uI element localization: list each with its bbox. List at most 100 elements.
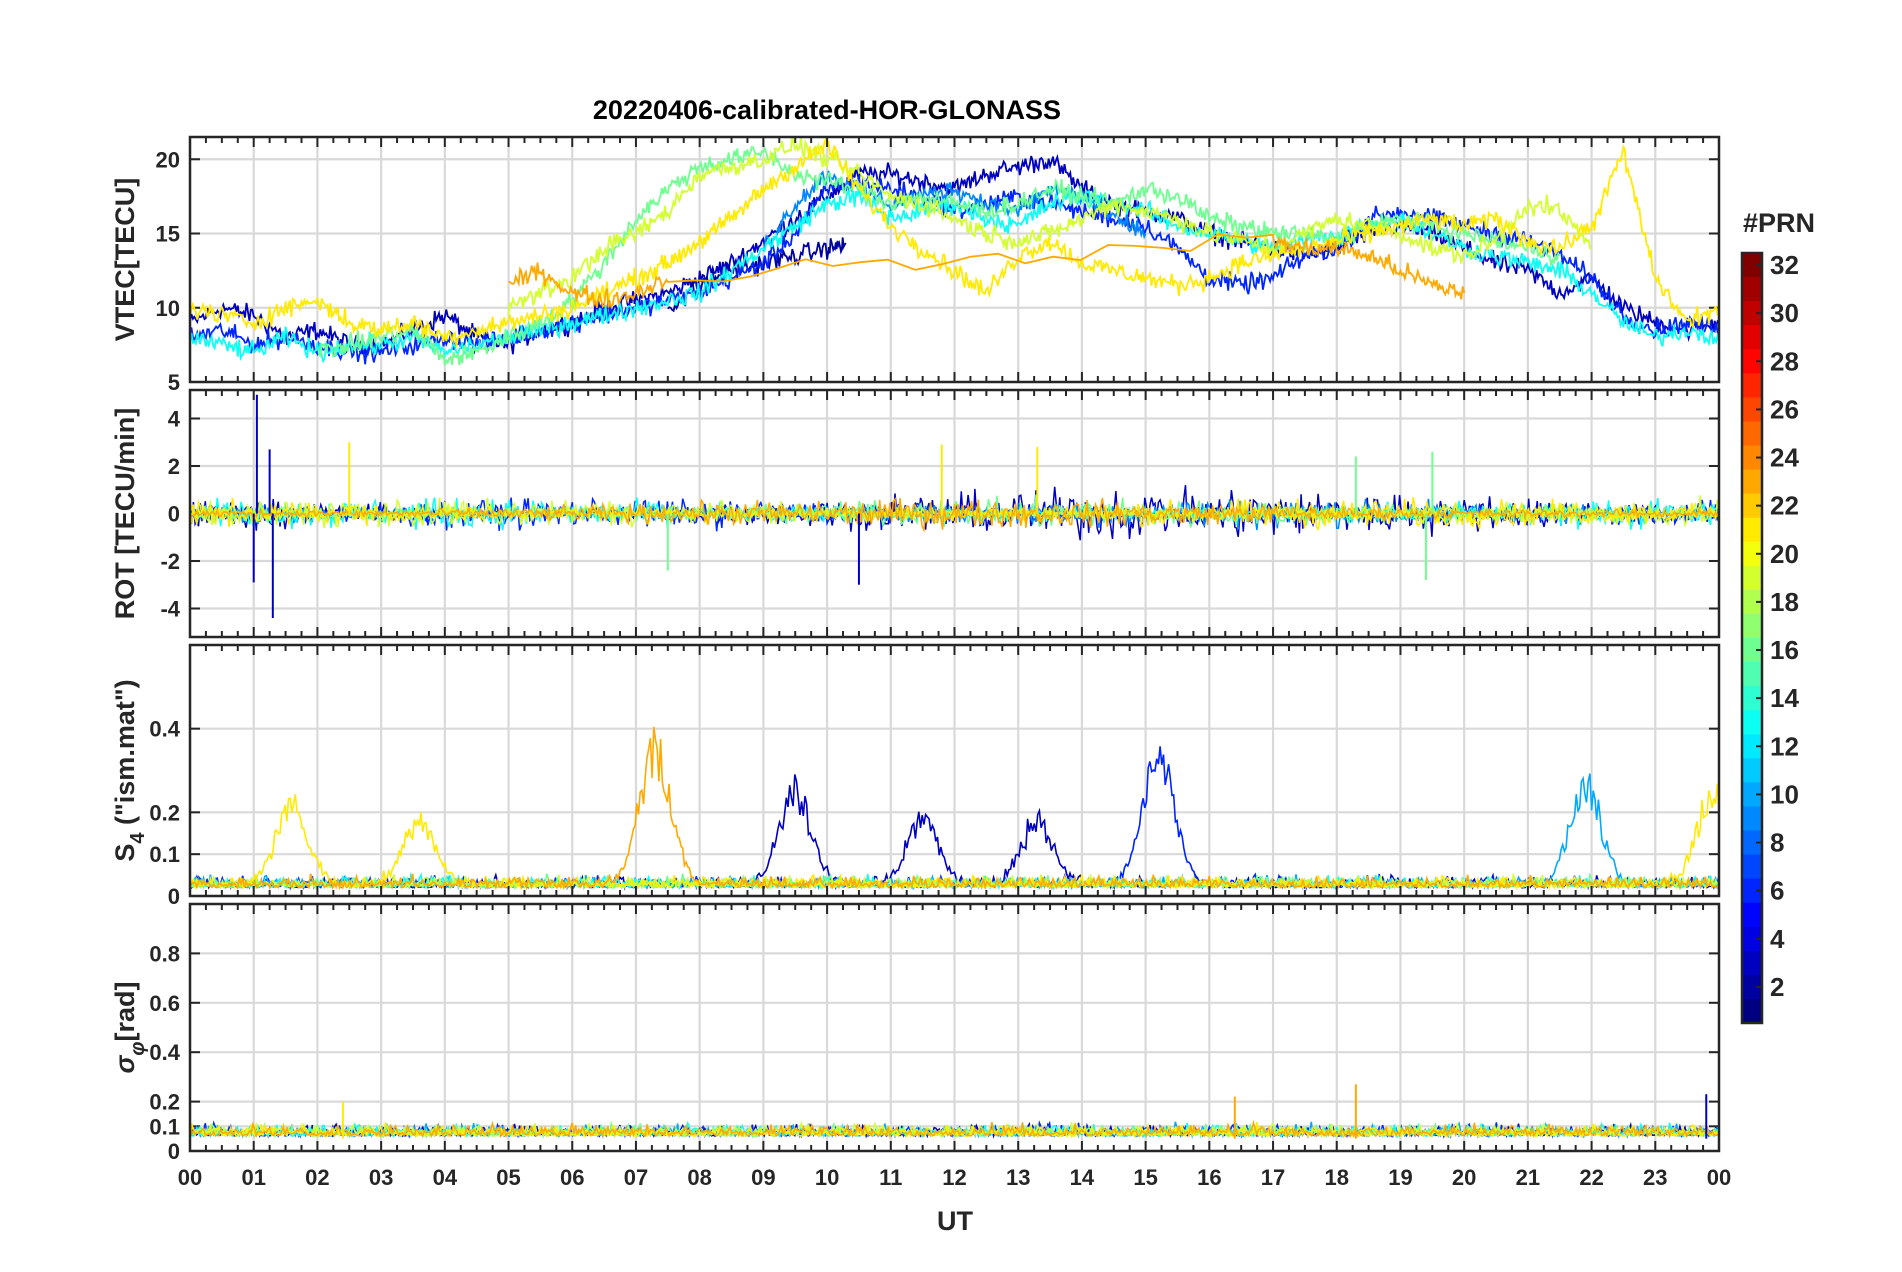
axes-frame (188, 135, 1721, 384)
colorbar-segment (1742, 998, 1762, 1024)
colorbar-segment (1742, 710, 1762, 735)
colorbar-segment (1742, 854, 1762, 880)
y-axis-label: ROT [TECU/min] (110, 408, 140, 619)
x-tick-label: 01 (241, 1165, 265, 1190)
chart-title: 20220406-calibrated-HOR-GLONASS (593, 95, 1061, 125)
colorbar-segment (1742, 878, 1762, 904)
y-tick-label: 0.2 (149, 1090, 180, 1115)
y-tick-label: 0 (168, 1139, 180, 1164)
colorbar-tick-label: 24 (1770, 443, 1799, 473)
y-tick-label: 0 (168, 884, 180, 909)
colorbar-tick-label: 30 (1770, 298, 1799, 328)
y-tick-label: 5 (168, 370, 180, 395)
colorbar-segment (1742, 541, 1762, 567)
y-axis-label: S4 ("ism.mat") (110, 679, 149, 861)
x-tick-label: 06 (560, 1165, 584, 1190)
colorbar-segment (1742, 469, 1762, 495)
y-tick-label: 20 (156, 147, 180, 172)
colorbar-tick-label: 14 (1770, 683, 1799, 713)
vtec-series-prn-19 (507, 137, 1592, 315)
colorbar-segment (1742, 349, 1762, 374)
y-axis-label: σφ[rad] (110, 982, 149, 1074)
x-tick-label: 03 (369, 1165, 393, 1190)
y-tick-label: -2 (160, 549, 180, 574)
panel-vtec: 5 10 15 20 VTEC[TECU] (110, 135, 1721, 395)
y-tick-label: 15 (156, 222, 180, 247)
vtec-series-prn-13 (190, 187, 1719, 364)
colorbar-segment (1742, 950, 1762, 976)
colorbar-segment (1742, 638, 1762, 663)
colorbar-segment (1742, 902, 1762, 928)
colorbar-segment (1742, 830, 1762, 856)
colorbar-segment (1742, 662, 1762, 687)
x-tick-label: 21 (1516, 1165, 1540, 1190)
sigma-series-prn-23 (190, 1119, 1719, 1139)
x-tick-label: 22 (1579, 1165, 1603, 1190)
colorbar-tick-label: 4 (1770, 924, 1785, 954)
colorbar-tick-label: 8 (1770, 828, 1784, 858)
x-tick-label: 00 (1707, 1165, 1731, 1190)
x-tick-label: 19 (1388, 1165, 1412, 1190)
colorbar-segment (1742, 806, 1762, 832)
vtec-series-prn-23 (508, 233, 1466, 309)
vtec-series-prn-3 (190, 153, 1719, 358)
x-tick-label: 15 (1133, 1165, 1157, 1190)
axes-frame (188, 643, 1721, 898)
colorbar-title: #PRN (1743, 208, 1815, 238)
y-tick-label: -4 (160, 597, 180, 622)
colorbar-segment (1742, 974, 1762, 1000)
x-tick-label: 11 (879, 1165, 902, 1190)
colorbar-segment (1742, 493, 1762, 519)
x-tick-label: 14 (1070, 1165, 1095, 1190)
colorbar-segment (1742, 686, 1762, 711)
colorbar-segment (1742, 445, 1762, 471)
colorbar-segment (1742, 926, 1762, 952)
x-tick-label: 10 (815, 1165, 839, 1190)
x-tick-label: 08 (687, 1165, 711, 1190)
panel-rot: -4 -2 0 2 4 ROT [TECU/min] (110, 388, 1721, 639)
colorbar-segment (1742, 613, 1762, 639)
x-tick-label: 00 (178, 1165, 202, 1190)
rot-series-prn-23 (190, 496, 1719, 533)
colorbar-tick-label: 32 (1770, 250, 1799, 280)
y-tick-label: 0.6 (149, 991, 180, 1016)
colorbar-tick-label: 28 (1770, 346, 1799, 376)
x-tick-label: 18 (1325, 1165, 1349, 1190)
colorbar-segment (1742, 421, 1762, 447)
x-tick-label: 13 (1006, 1165, 1030, 1190)
y-axis-label: VTEC[TECU] (110, 178, 140, 342)
colorbar-tick-label: 6 (1770, 876, 1784, 906)
y-tick-label: 0.1 (149, 842, 180, 867)
y-tick-label: 2 (168, 454, 180, 479)
colorbar-tick-label: 16 (1770, 635, 1799, 665)
colorbar-segment (1742, 565, 1762, 591)
colorbar-segment (1742, 782, 1762, 808)
colorbar-segment (1742, 589, 1762, 615)
y-tick-label: 0.4 (149, 717, 180, 742)
colorbar-tick-label: 12 (1770, 731, 1799, 761)
x-tick-label: 02 (305, 1165, 329, 1190)
colorbar-segment (1742, 301, 1762, 326)
y-tick-label: 4 (168, 407, 181, 432)
colorbar-tick-label: 10 (1770, 779, 1799, 809)
x-tick-label: 23 (1643, 1165, 1667, 1190)
y-tick-label: 0.2 (149, 800, 180, 825)
y-tick-label: 0.1 (149, 1114, 180, 1139)
y-tick-label: 0.8 (149, 941, 180, 966)
colorbar-segment (1742, 253, 1762, 278)
y-tick-label: 0.4 (149, 1040, 180, 1065)
x-tick-label: 17 (1261, 1165, 1285, 1190)
panel-s4: 0 0.1 0.2 0.4S4 ("ism.mat") (110, 643, 1721, 909)
x-tick-label: 20 (1452, 1165, 1476, 1190)
axes-frame (188, 902, 1721, 1153)
x-axis-label: UT (937, 1206, 973, 1236)
colorbar-tick-label: 22 (1770, 491, 1799, 521)
colorbar-tick-label: 26 (1770, 394, 1799, 424)
colorbar-segment (1742, 517, 1762, 543)
y-tick-label: 10 (156, 296, 180, 321)
y-tick-label: 0 (168, 502, 180, 527)
x-tick-label: 16 (1197, 1165, 1221, 1190)
x-tick-label: 07 (624, 1165, 648, 1190)
colorbar-segment (1742, 734, 1762, 759)
colorbar-segment (1742, 397, 1762, 423)
